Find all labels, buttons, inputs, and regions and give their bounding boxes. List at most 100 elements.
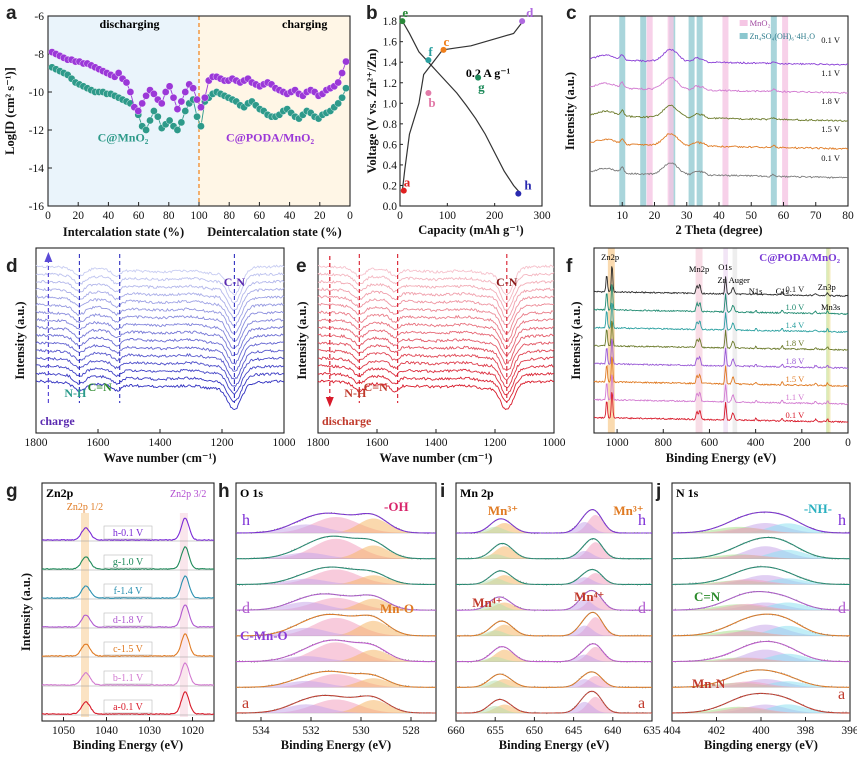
state-label: f-1.4 V xyxy=(114,586,143,597)
panel-title-i: Mn 2p xyxy=(460,486,494,500)
state-point-g xyxy=(475,74,482,81)
state-label-e: e xyxy=(402,5,408,20)
annotation-mn3-left: Mn³⁺ xyxy=(488,503,518,518)
zn2p-curve xyxy=(41,575,215,599)
x-tick-label: 635 xyxy=(643,725,661,737)
fit-component xyxy=(236,538,436,559)
raw-data xyxy=(455,642,653,663)
fit-component xyxy=(236,524,436,533)
x-tick-label: 20 xyxy=(314,210,326,222)
fit-component xyxy=(672,554,850,559)
state-label-box xyxy=(103,525,153,540)
ftir-curve xyxy=(317,279,555,311)
fit-component xyxy=(672,624,850,636)
x-axis-label: Bingding energy (eV) xyxy=(704,738,818,752)
fit-component xyxy=(456,542,652,559)
x-tick-label: 1200 xyxy=(484,437,507,449)
mno2-band xyxy=(782,16,789,206)
row-letter: h xyxy=(242,512,250,529)
region-label-discharging: discharging xyxy=(100,17,160,31)
x-tick-label: 1400 xyxy=(149,437,172,449)
data-point xyxy=(165,82,174,91)
zhs-band xyxy=(696,16,703,206)
fit-component xyxy=(672,681,850,688)
ftir-curve xyxy=(35,348,285,381)
ftir-curve xyxy=(35,372,285,403)
y-axis-label: Intensity (a.u.) xyxy=(295,301,309,379)
state-point-f xyxy=(425,57,432,64)
raw-data xyxy=(455,690,653,715)
state-point-a xyxy=(400,187,407,194)
state-point-d xyxy=(519,18,526,25)
y-tick-label: 0.4 xyxy=(383,160,398,172)
raw-data xyxy=(671,511,851,534)
data-point xyxy=(193,95,201,104)
discharge-region xyxy=(48,16,199,206)
data-point xyxy=(177,118,186,127)
ftir-curve xyxy=(35,264,285,296)
fit-envelope xyxy=(235,694,437,714)
survey-series-label: 0.1 V xyxy=(786,284,806,294)
legend-swatch-zhs xyxy=(739,33,748,39)
fit-component xyxy=(672,578,850,585)
survey-curve xyxy=(593,302,849,334)
row-letter: a xyxy=(242,695,249,712)
fit-component xyxy=(236,620,436,636)
raw-data xyxy=(671,613,851,637)
x-tick-label: 1050 xyxy=(52,725,75,737)
y-tick-label: -16 xyxy=(29,201,45,213)
x-tick-label: 30 xyxy=(681,210,693,222)
zhs-band xyxy=(640,16,647,206)
raw-data xyxy=(671,590,851,612)
data-point xyxy=(189,84,197,92)
state-point-b xyxy=(425,90,432,97)
x-tick-label: 1600 xyxy=(87,437,110,449)
data-point xyxy=(181,107,190,115)
x-tick-label: 530 xyxy=(352,725,370,737)
survey-curve xyxy=(593,266,849,297)
row-letter: d xyxy=(638,600,646,617)
fit-component xyxy=(236,617,436,636)
fit-component xyxy=(456,675,652,688)
x-axis-label: Wave number (cm⁻¹) xyxy=(104,451,217,465)
x-axis-label: Binding Energy (eV) xyxy=(666,451,776,465)
ftir-curve xyxy=(35,287,285,319)
x-tick-label: 80 xyxy=(223,210,235,222)
state-label: d-1.8 V xyxy=(113,615,144,626)
y-tick-label: -8 xyxy=(34,49,44,61)
ftir-curve xyxy=(317,349,555,381)
annotation-mn-o: Mn-O xyxy=(380,601,414,616)
raw-data xyxy=(235,613,437,637)
fit-envelope xyxy=(455,568,652,585)
fit-component xyxy=(236,598,436,611)
x-tick-label: 396 xyxy=(841,725,857,737)
fit-component xyxy=(456,705,652,713)
x-tick-label: 534 xyxy=(252,725,270,737)
x-tick-label: 655 xyxy=(487,725,505,737)
x-tick-label: 400 xyxy=(747,437,765,449)
ftir-curve xyxy=(317,363,555,396)
annotation-nh: N-H xyxy=(64,386,87,400)
x-axis-label: Binding Energy (eV) xyxy=(499,738,609,752)
state-point-e xyxy=(399,18,406,25)
panel-letter-i: i xyxy=(440,481,445,502)
ftir-curve xyxy=(35,310,285,342)
ftir-curve xyxy=(35,295,285,327)
panel-letter-h: h xyxy=(218,481,230,502)
x-tick-label: 1000 xyxy=(273,437,296,449)
x-axis-label: Binding Energy (eV) xyxy=(281,738,391,752)
fit-component xyxy=(456,573,652,585)
ftir-curve xyxy=(317,264,555,297)
raw-data xyxy=(235,670,437,689)
x-tick-label: 60 xyxy=(778,210,790,222)
fit-component xyxy=(672,649,850,662)
x-tick-label: 80 xyxy=(163,210,175,222)
fit-component xyxy=(672,657,850,662)
y-tick-label: -12 xyxy=(29,125,45,137)
rate-label: 0.2 A g⁻¹ xyxy=(466,66,511,80)
x-tick-label: 40 xyxy=(284,210,296,222)
y-tick-label: -6 xyxy=(34,11,44,23)
annotation-mn3-right: Mn³⁺ xyxy=(613,503,643,518)
survey-curve xyxy=(593,284,849,316)
